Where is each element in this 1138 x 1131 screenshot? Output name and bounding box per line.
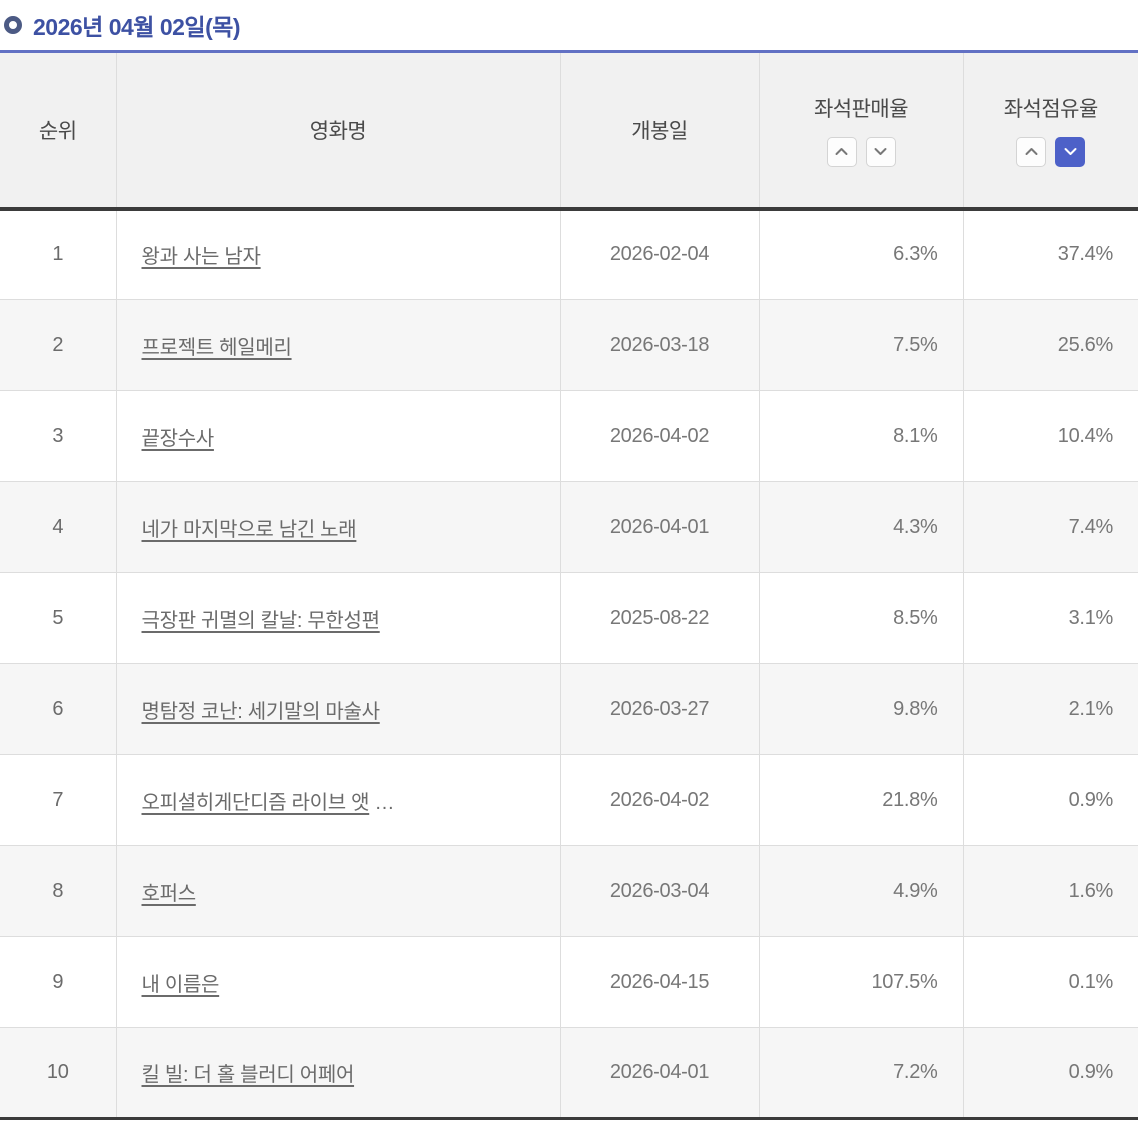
column-label-seat-sales-rate: 좌석판매율 [813,97,909,121]
movie-title-link[interactable]: 왕과 사는 남자 [141,246,261,269]
movie-title-link[interactable]: 오피셜히게단디즘 라이브 앳 [141,791,370,814]
column-header-release-date: 개봉일 [560,51,760,211]
table-body: 1 왕과 사는 남자 2026-02-04 6.3% 37.4% 2 프로젝트 … [0,208,1138,1120]
sort-controls-seat-sales-rate [826,136,896,167]
rank-cell: 5 [0,572,117,664]
seat-sales-rate-cell: 21.8% [759,754,964,846]
bullet-circle-icon [4,15,22,34]
seat-sales-rate-cell: 9.8% [759,663,964,755]
release-date-cell: 2026-04-15 [560,936,760,1028]
rank-cell: 1 [0,208,117,300]
movie-title-link[interactable]: 내 이름은 [141,973,220,996]
release-date-cell: 2026-03-04 [560,845,760,937]
movie-title-link[interactable]: 끝장수사 [141,427,215,450]
movie-title-cell: 끝장수사 [116,390,561,482]
seat-occupancy-rate-cell: 10.4% [963,390,1138,482]
seat-sales-rate-cell: 8.1% [759,390,964,482]
table-row: 5 극장판 귀멸의 칼날: 무한성편 2025-08-22 8.5% 3.1% [0,572,1138,664]
rank-cell: 4 [0,481,117,573]
sort-descending-button-seat-sales-rate[interactable] [865,136,896,167]
movie-title-link[interactable]: 네가 마지막으로 남긴 노래 [141,518,357,541]
seat-sales-rate-cell: 8.5% [759,572,964,664]
release-date-cell: 2026-04-02 [560,390,760,482]
table-row: 10 킬 빌: 더 홀 블러디 어페어 2026-04-01 7.2% 0.9% [0,1027,1138,1120]
table-header-row: 순위 영화명 개봉일 좌석판매율 [0,51,1138,211]
seat-occupancy-rate-cell: 1.6% [963,845,1138,937]
seat-occupancy-rate-cell: 0.9% [963,1027,1138,1120]
release-date-cell: 2025-08-22 [560,572,760,664]
sort-controls-seat-occupancy-rate [1016,136,1086,167]
seat-occupancy-rate-cell: 25.6% [963,299,1138,391]
seat-occupancy-rate-cell: 7.4% [963,481,1138,573]
rank-cell: 2 [0,299,117,391]
movie-title-cell: 왕과 사는 남자 [116,208,561,300]
truncation-ellipsis: … [369,791,395,814]
sort-descending-button-seat-occupancy-rate-active[interactable] [1055,136,1086,167]
movie-title-link[interactable]: 킬 빌: 더 홀 블러디 어페어 [141,1064,355,1086]
rank-cell: 6 [0,663,117,755]
movie-title-cell: 극장판 귀멸의 칼날: 무한성편 [116,572,561,664]
movie-title-cell: 호퍼스 [116,845,561,937]
rank-cell: 9 [0,936,117,1028]
release-date-cell: 2026-03-18 [560,299,760,391]
seat-sales-rate-cell: 7.5% [759,299,964,391]
rank-cell: 10 [0,1027,117,1120]
table-row: 1 왕과 사는 남자 2026-02-04 6.3% 37.4% [0,208,1138,300]
movie-title-link[interactable]: 프로젝트 헤일메리 [141,336,292,359]
release-date-cell: 2026-04-01 [560,481,760,573]
movie-title-cell: 프로젝트 헤일메리 [116,299,561,391]
column-header-movie-title: 영화명 [116,51,561,211]
chevron-down-icon [1064,148,1077,156]
chevron-down-icon [874,148,887,156]
seat-sales-rate-cell: 4.3% [759,481,964,573]
page-title: 2026년 04월 02일(목) [33,13,241,40]
date-heading: 2026년 04월 02일(목) [0,0,1138,50]
seat-sales-rate-cell: 4.9% [759,845,964,937]
seat-occupancy-rate-cell: 37.4% [963,208,1138,300]
movie-title-cell: 네가 마지막으로 남긴 노래 [116,481,561,573]
table-row: 3 끝장수사 2026-04-02 8.1% 10.4% [0,390,1138,482]
column-header-rank: 순위 [0,51,117,211]
sort-ascending-button-seat-occupancy-rate[interactable] [1016,136,1047,167]
movie-title-link[interactable]: 극장판 귀멸의 칼날: 무한성편 [141,609,381,632]
column-header-seat-occupancy-rate: 좌석점유율 [963,51,1138,211]
sort-ascending-button-seat-sales-rate[interactable] [826,136,857,167]
release-date-cell: 2026-04-01 [560,1027,760,1120]
movie-title-cell: 킬 빌: 더 홀 블러디 어페어 [116,1027,561,1120]
seat-sales-rate-cell: 7.2% [759,1027,964,1120]
rank-cell: 7 [0,754,117,846]
table-row: 7 오피셜히게단디즘 라이브 앳 … 2026-04-02 21.8% 0.9% [0,754,1138,846]
movie-title-link[interactable]: 호퍼스 [141,882,197,905]
table-row: 6 명탐정 코난: 세기말의 마술사 2026-03-27 9.8% 2.1% [0,663,1138,755]
column-label-seat-occupancy-rate: 좌석점유율 [1003,97,1099,121]
release-date-cell: 2026-03-27 [560,663,760,755]
release-date-cell: 2026-04-02 [560,754,760,846]
rank-cell: 3 [0,390,117,482]
seat-occupancy-rate-cell: 3.1% [963,572,1138,664]
release-date-cell: 2026-02-04 [560,208,760,300]
movie-title-cell: 내 이름은 [116,936,561,1028]
table-row: 4 네가 마지막으로 남긴 노래 2026-04-01 4.3% 7.4% [0,481,1138,573]
rank-cell: 8 [0,845,117,937]
seat-sales-rate-cell: 107.5% [759,936,964,1028]
table-row: 9 내 이름은 2026-04-15 107.5% 0.1% [0,936,1138,1028]
movie-title-link[interactable]: 명탐정 코난: 세기말의 마술사 [141,700,381,723]
movie-title-cell: 명탐정 코난: 세기말의 마술사 [116,663,561,755]
column-header-seat-sales-rate: 좌석판매율 [759,51,964,211]
chevron-up-icon [835,148,848,156]
seat-sales-rate-cell: 6.3% [759,208,964,300]
seat-occupancy-rate-cell: 0.9% [963,754,1138,846]
boxoffice-rank-table: 순위 영화명 개봉일 좌석판매율 [0,50,1138,1120]
seat-occupancy-rate-cell: 0.1% [963,936,1138,1028]
chevron-up-icon [1025,148,1038,156]
movie-title-cell: 오피셜히게단디즘 라이브 앳 … [116,754,561,846]
table-row: 2 프로젝트 헤일메리 2026-03-18 7.5% 25.6% [0,299,1138,391]
table-row: 8 호퍼스 2026-03-04 4.9% 1.6% [0,845,1138,937]
seat-occupancy-rate-cell: 2.1% [963,663,1138,755]
